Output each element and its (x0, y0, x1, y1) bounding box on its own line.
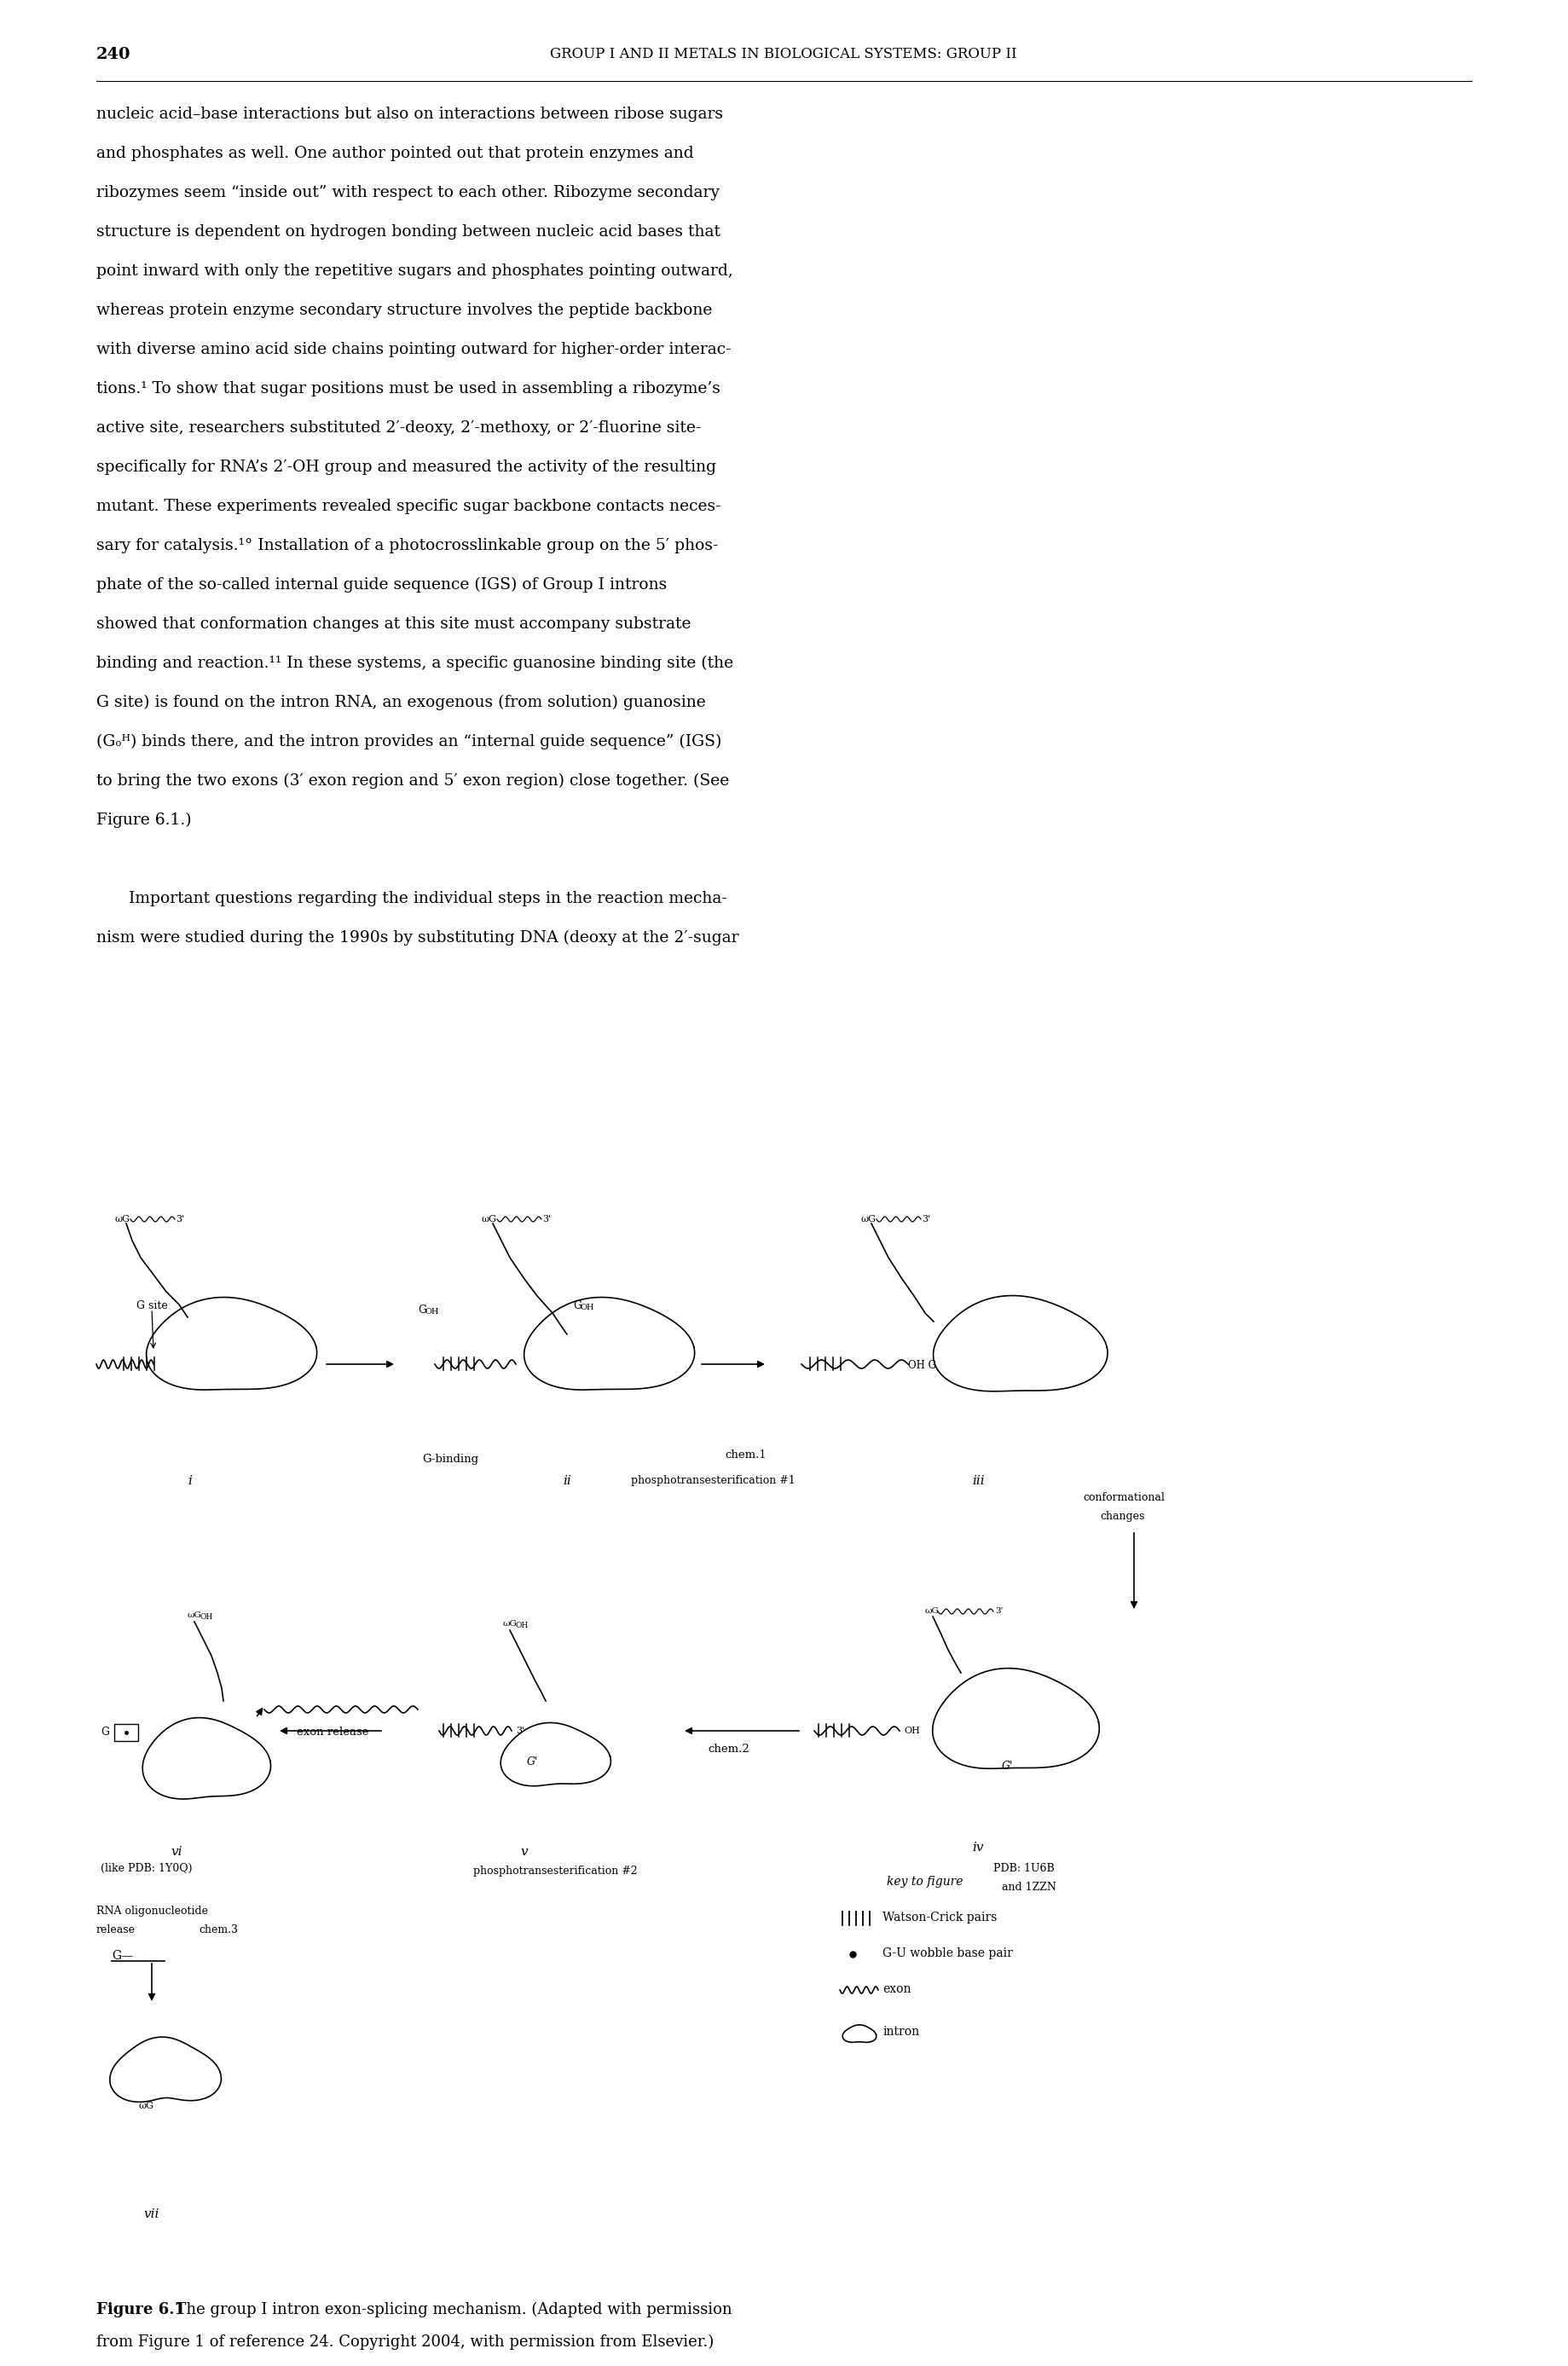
Text: vi: vi (171, 1845, 182, 1857)
Text: i: i (188, 1474, 191, 1486)
Text: Important questions regarding the individual steps in the reaction mecha-: Important questions regarding the indivi… (129, 892, 728, 906)
Text: G-U wobble base pair: G-U wobble base pair (883, 1947, 1013, 1959)
Text: G-binding: G-binding (422, 1453, 478, 1465)
Text: ribozymes seem “inside out” with respect to each other. Ribozyme secondary: ribozymes seem “inside out” with respect… (96, 185, 720, 201)
Text: ii: ii (563, 1474, 571, 1486)
Text: 3': 3' (922, 1216, 930, 1223)
Text: G': G' (527, 1756, 538, 1767)
Text: phosphotransesterification #1: phosphotransesterification #1 (630, 1474, 795, 1486)
Text: ωG: ωG (503, 1621, 517, 1628)
Text: ωG: ωG (925, 1607, 939, 1616)
Text: nism were studied during the 1990s by substituting DNA (deoxy at the 2′-sugar: nism were studied during the 1990s by su… (96, 930, 739, 946)
Text: OH: OH (903, 1727, 920, 1734)
Text: chem.2: chem.2 (707, 1744, 750, 1756)
Text: intron: intron (883, 2025, 919, 2037)
Text: G: G (417, 1304, 426, 1315)
Text: OH: OH (516, 1621, 528, 1630)
Text: nucleic acid–base interactions but also on interactions between ribose sugars: nucleic acid–base interactions but also … (96, 106, 723, 123)
Text: chem.1: chem.1 (724, 1450, 767, 1460)
Text: changes: changes (1099, 1512, 1145, 1521)
Text: G—: G— (111, 1950, 133, 1961)
Text: to bring the two exons (3′ exon region and 5′ exon region) close together. (See: to bring the two exons (3′ exon region a… (96, 774, 729, 788)
Text: ωG: ωG (481, 1216, 497, 1223)
Text: specifically for RNA’s 2′-OH group and measured the activity of the resulting: specifically for RNA’s 2′-OH group and m… (96, 459, 717, 476)
Text: active site, researchers substituted 2′-deoxy, 2′-methoxy, or 2′-fluorine site-: active site, researchers substituted 2′-… (96, 421, 701, 435)
Text: 3': 3' (516, 1727, 525, 1734)
Text: phate of the so-called internal guide sequence (IGS) of Group I introns: phate of the so-called internal guide se… (96, 577, 666, 594)
Text: OH: OH (580, 1304, 594, 1311)
Text: OH G: OH G (908, 1360, 936, 1370)
Text: ωG: ωG (114, 1216, 130, 1223)
Text: whereas protein enzyme secondary structure involves the peptide backbone: whereas protein enzyme secondary structu… (96, 303, 712, 317)
Text: phosphotransesterification #2: phosphotransesterification #2 (474, 1864, 638, 1876)
Text: Figure 6.1.): Figure 6.1.) (96, 812, 191, 828)
Text: 240: 240 (96, 47, 130, 62)
Text: Figure 6.1: Figure 6.1 (96, 2302, 185, 2316)
Text: OH: OH (425, 1308, 439, 1315)
Text: vii: vii (144, 2207, 160, 2219)
Text: PDB: 1U6B: PDB: 1U6B (993, 1862, 1055, 1874)
Text: (like PDB: 1Y0Q): (like PDB: 1Y0Q) (100, 1862, 193, 1874)
Text: key to figure: key to figure (887, 1876, 963, 1888)
Text: point inward with only the repetitive sugars and phosphates pointing outward,: point inward with only the repetitive su… (96, 263, 734, 279)
Text: mutant. These experiments revealed specific sugar backbone contacts neces-: mutant. These experiments revealed speci… (96, 499, 721, 513)
Text: exon: exon (883, 1983, 911, 1995)
Text: release: release (96, 1924, 135, 1935)
Text: iii: iii (972, 1474, 985, 1486)
Text: 3': 3' (176, 1216, 185, 1223)
Text: with diverse amino acid side chains pointing outward for higher-order interac-: with diverse amino acid side chains poin… (96, 343, 731, 357)
Text: 3': 3' (543, 1216, 550, 1223)
Text: G site) is found on the intron RNA, an exogenous (from solution) guanosine: G site) is found on the intron RNA, an e… (96, 696, 706, 710)
Text: G: G (100, 1727, 110, 1737)
Text: G: G (572, 1301, 582, 1311)
Text: conformational: conformational (1083, 1493, 1165, 1502)
Text: structure is dependent on hydrogen bonding between nucleic acid bases that: structure is dependent on hydrogen bondi… (96, 225, 720, 239)
Text: G site: G site (136, 1301, 168, 1311)
Text: ωG: ωG (861, 1216, 877, 1223)
Text: sary for catalysis.¹° Installation of a photocrosslinkable group on the 5′ phos-: sary for catalysis.¹° Installation of a … (96, 537, 718, 554)
Text: tions.¹ To show that sugar positions must be used in assembling a ribozyme’s: tions.¹ To show that sugar positions mus… (96, 381, 720, 397)
Text: v: v (521, 1845, 527, 1857)
Text: iv: iv (972, 1841, 983, 1853)
Text: 3': 3' (996, 1607, 1004, 1616)
Text: RNA oligonucleotide: RNA oligonucleotide (96, 1905, 209, 1916)
Text: and phosphates as well. One author pointed out that protein enzymes and: and phosphates as well. One author point… (96, 147, 693, 161)
Text: binding and reaction.¹¹ In these systems, a specific guanosine binding site (the: binding and reaction.¹¹ In these systems… (96, 655, 734, 672)
Text: ωG: ωG (188, 1611, 202, 1618)
Text: The group I intron exon-splicing mechanism. (Adapted with permission: The group I intron exon-splicing mechani… (166, 2302, 732, 2319)
Text: chem.3: chem.3 (199, 1924, 238, 1935)
Text: from Figure 1 of reference 24. Copyright 2004, with permission from Elsevier.): from Figure 1 of reference 24. Copyright… (96, 2335, 713, 2349)
Text: (Gₒᴴ) binds there, and the intron provides an “internal guide sequence” (IGS): (Gₒᴴ) binds there, and the intron provid… (96, 733, 721, 750)
Text: G': G' (1002, 1760, 1013, 1772)
Text: OH: OH (201, 1614, 213, 1621)
FancyBboxPatch shape (114, 1725, 138, 1741)
Text: Watson-Crick pairs: Watson-Crick pairs (883, 1912, 997, 1924)
Text: ωG: ωG (140, 2101, 154, 2110)
Text: GROUP I AND II METALS IN BIOLOGICAL SYSTEMS: GROUP II: GROUP I AND II METALS IN BIOLOGICAL SYST… (550, 47, 1018, 62)
Text: showed that conformation changes at this site must accompany substrate: showed that conformation changes at this… (96, 618, 691, 632)
Text: and 1ZZN: and 1ZZN (1002, 1881, 1057, 1893)
Text: exon release: exon release (296, 1727, 368, 1737)
